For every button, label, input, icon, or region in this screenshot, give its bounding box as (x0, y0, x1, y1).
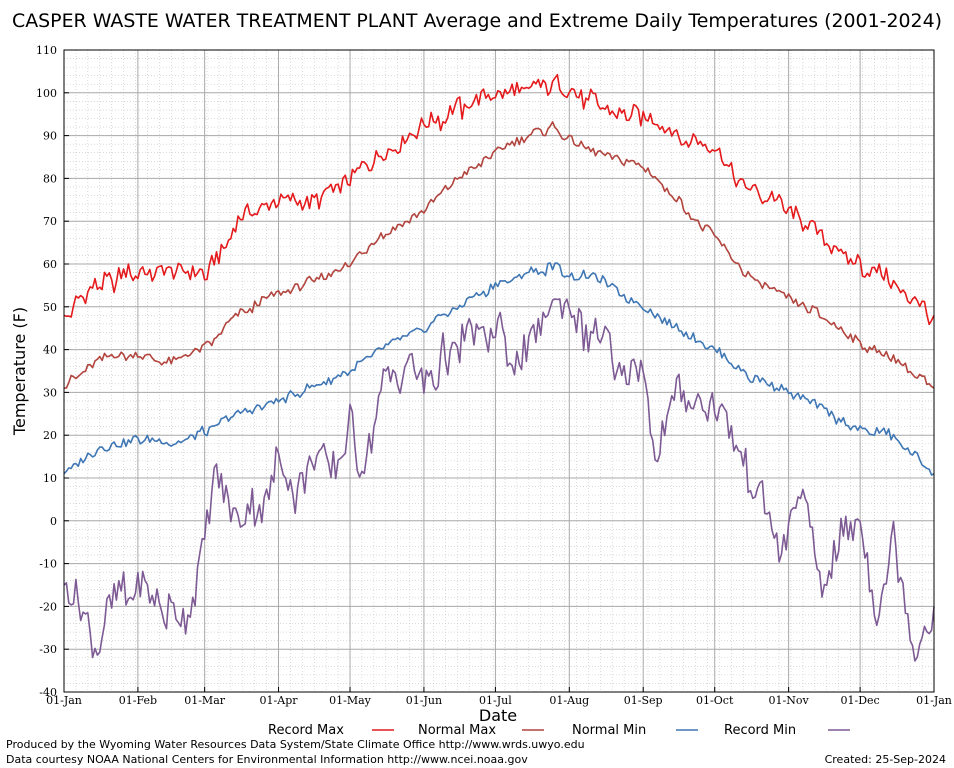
x-tick-label: 01-Aug (549, 694, 589, 707)
y-tick-label: 20 (43, 429, 57, 442)
y-tick-label: 100 (36, 87, 57, 100)
plot-frame (63, 49, 935, 693)
x-tick-label: 01-Nov (769, 694, 810, 707)
y-tick-label: 0 (50, 515, 57, 528)
x-tick-label: 01-Feb (119, 694, 157, 707)
legend-label-record-min: Record Min (724, 723, 796, 738)
y-tick-label: 70 (43, 215, 57, 228)
y-tick-label: 90 (43, 130, 57, 143)
x-tick-label: 01-Oct (696, 694, 734, 707)
x-tick-label: 01-Jan (46, 694, 82, 707)
credit-produced-by: Produced by the Wyoming Water Resources … (6, 738, 585, 751)
x-tick-label: 01-Jan (916, 694, 952, 707)
y-tick-label: 80 (43, 172, 57, 185)
y-tick-label: 10 (43, 472, 57, 485)
y-tick-label: -40 (39, 686, 57, 699)
x-tick-label: 01-Jul (479, 694, 512, 707)
x-tick-label: 01-Jun (406, 694, 442, 707)
credit-data-courtesy: Data courtesy NOAA National Centers for … (6, 753, 528, 766)
series-line-normal-max (63, 121, 935, 389)
y-tick-label: 110 (36, 44, 57, 57)
x-tick-label: 01-Apr (260, 694, 299, 707)
legend-label-normal-max: Normal Max (418, 723, 496, 738)
x-tick-label: 01-May (329, 694, 372, 707)
legend: Record Max Normal Max Normal Min Record Min (268, 723, 850, 738)
y-tick-label: -30 (39, 643, 57, 656)
y-axis-label: Temperature (F) (10, 307, 29, 436)
x-tick-label: 01-Dec (841, 694, 880, 707)
chart-title: CASPER WASTE WATER TREATMENT PLANT Avera… (12, 10, 942, 32)
y-tick-label: 30 (43, 386, 57, 399)
series-line-normal-min (63, 262, 935, 476)
y-tick-label: -10 (39, 558, 57, 571)
x-tick-label: 01-Sep (624, 694, 663, 707)
created-date: Created: 25-Sep-2024 (825, 753, 946, 766)
y-tick-label: 60 (43, 258, 57, 271)
series-line-record-min (63, 298, 935, 662)
legend-label-record-max: Record Max (268, 723, 344, 738)
y-tick-label: 50 (43, 301, 57, 314)
series-line-record-max (63, 73, 935, 326)
legend-label-normal-min: Normal Min (572, 723, 646, 738)
x-axis-label: Date (479, 706, 517, 725)
y-tick-label: -20 (39, 600, 57, 613)
y-tick-label: 40 (43, 344, 57, 357)
x-tick-label: 01-Mar (184, 694, 226, 707)
